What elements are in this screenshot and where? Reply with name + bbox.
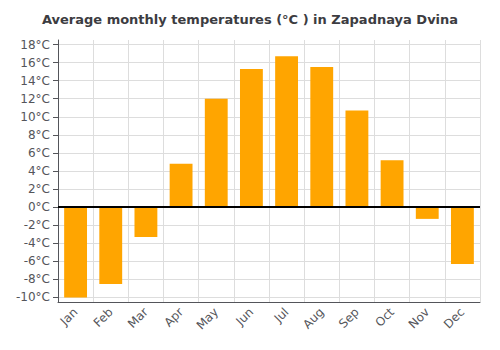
svg-text:2°C: 2°C — [28, 182, 50, 196]
svg-text:May: May — [194, 305, 221, 332]
svg-text:Aug: Aug — [300, 305, 326, 331]
svg-text:16°C: 16°C — [20, 56, 50, 70]
svg-text:Sep: Sep — [336, 305, 362, 331]
svg-text:Jan: Jan — [57, 305, 81, 329]
svg-text:-8°C: -8°C — [24, 272, 50, 286]
svg-text:-10°C: -10°C — [16, 290, 50, 304]
svg-text:4°C: 4°C — [28, 164, 50, 178]
svg-text:Mar: Mar — [125, 305, 151, 331]
svg-text:6°C: 6°C — [28, 146, 50, 160]
svg-text:-4°C: -4°C — [24, 236, 50, 250]
svg-text:18°C: 18°C — [20, 38, 50, 52]
svg-text:12°C: 12°C — [20, 92, 50, 106]
svg-text:Feb: Feb — [91, 305, 116, 330]
svg-text:Apr: Apr — [161, 305, 186, 330]
svg-text:Nov: Nov — [406, 305, 432, 331]
svg-text:8°C: 8°C — [28, 128, 50, 142]
svg-text:Jun: Jun — [233, 305, 257, 329]
svg-text:-6°C: -6°C — [24, 254, 50, 268]
svg-text:14°C: 14°C — [20, 74, 50, 88]
svg-text:Jul: Jul — [271, 305, 292, 326]
svg-text:0°C: 0°C — [28, 200, 50, 214]
svg-text:Dec: Dec — [441, 305, 467, 331]
svg-text:10°C: 10°C — [20, 110, 50, 124]
svg-text:-2°C: -2°C — [24, 218, 50, 232]
svg-text:Oct: Oct — [372, 305, 397, 330]
svg-text:Average monthly temperatures (: Average monthly temperatures (°C ) in Za… — [42, 12, 458, 27]
